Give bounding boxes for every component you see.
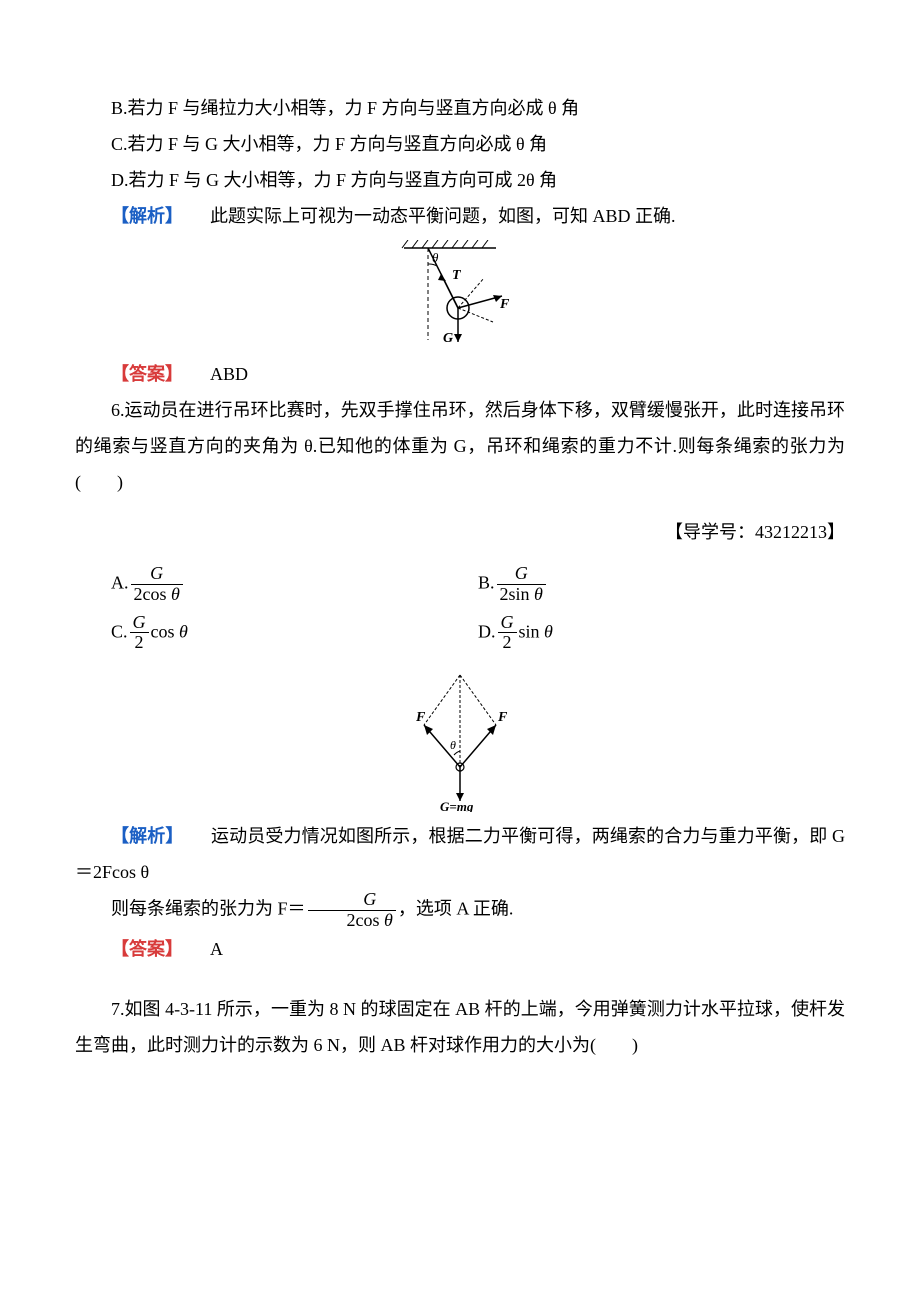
q5-explain-line: 【解析】 此题实际上可视为一动态平衡问题，如图，可知 ABD 正确. xyxy=(75,198,845,234)
q6-optD-num: G xyxy=(498,613,517,633)
svg-text:T: T xyxy=(452,268,462,283)
q5-explain-text: 此题实际上可视为一动态平衡问题，如图，可知 ABD 正确. xyxy=(210,206,676,226)
q6-exp-den: 2cos θ xyxy=(308,910,396,931)
q7-stem: 7.如图 4-3-11 所示，一重为 8 N 的球固定在 AB 杆的上端，今用弹… xyxy=(75,991,845,1063)
q6-explain-line1: 【解析】 运动员受力情况如图所示，根据二力平衡可得，两绳索的合力与重力平衡，即 … xyxy=(75,818,845,890)
svg-text:G: G xyxy=(443,331,453,346)
q6-optB-letter: B. xyxy=(478,572,495,592)
q6-optD-den: 2 xyxy=(498,632,517,653)
q6-optC-num: G xyxy=(130,613,149,633)
q6-answer-label: 【答案】 xyxy=(111,939,183,959)
svg-text:θ: θ xyxy=(432,250,439,265)
q6-optB-num: G xyxy=(497,564,546,584)
q6-option-b: B.G2sin θ xyxy=(478,564,845,605)
q6-optC-den: 2 xyxy=(130,632,149,653)
q5-explain-label: 【解析】 xyxy=(111,206,183,226)
q6-optD-letter: D. xyxy=(478,621,496,641)
q6-optC-letter: C. xyxy=(111,621,128,641)
q6-ref: 【导学号：43212213】 xyxy=(75,514,845,550)
svg-text:F: F xyxy=(497,710,508,725)
q6-options: A.G2cos θ B.G2sin θ C.G2cos θ D.G2sin θ xyxy=(111,564,845,661)
svg-text:G=mg: G=mg xyxy=(440,799,474,812)
q6-stem: 6.运动员在进行吊环比赛时，先双手撑住吊环，然后身体下移，双臂缓慢张开，此时连接… xyxy=(75,392,845,500)
q6-answer-text: A xyxy=(210,939,223,959)
q5-option-b: B.若力 F 与绳拉力大小相等，力 F 方向与竖直方向必成 θ 角 xyxy=(75,90,845,126)
q6-explain-pre: 则每条绳索的张力为 F＝ xyxy=(111,899,306,919)
q6-optA-den: 2cos θ xyxy=(131,584,183,605)
q5-option-d: D.若力 F 与 G 大小相等，力 F 方向与竖直方向可成 2θ 角 xyxy=(75,162,845,198)
svg-text:θ: θ xyxy=(450,738,456,752)
q5-answer-label: 【答案】 xyxy=(111,364,183,384)
q6-optB-den: 2sin θ xyxy=(497,584,546,605)
q6-optA-letter: A. xyxy=(111,572,129,592)
q6-diagram: θ F F G=mg xyxy=(75,667,845,812)
q5-answer-text: ABD xyxy=(210,364,248,384)
q6-explain-label: 【解析】 xyxy=(111,826,184,846)
q5-answer-line: 【答案】 ABD xyxy=(75,356,845,392)
q6-option-c: C.G2cos θ xyxy=(111,613,478,654)
q6-option-a: A.G2cos θ xyxy=(111,564,478,605)
q6-optA-num: G xyxy=(131,564,183,584)
q6-option-d: D.G2sin θ xyxy=(478,613,845,654)
q5-option-c: C.若力 F 与 G 大小相等，力 F 方向与竖直方向必成 θ 角 xyxy=(75,126,845,162)
q6-explain-line2: 则每条绳索的张力为 F＝G2cos θ，选项 A 正确. xyxy=(75,890,845,931)
q6-answer-line: 【答案】 A xyxy=(75,931,845,967)
q5-diagram: T θ F G xyxy=(75,240,845,350)
svg-text:F: F xyxy=(499,297,510,312)
svg-text:F: F xyxy=(415,710,426,725)
q6-explain-post: ，选项 A 正确. xyxy=(398,899,514,919)
q6-exp-num: G xyxy=(308,890,396,910)
